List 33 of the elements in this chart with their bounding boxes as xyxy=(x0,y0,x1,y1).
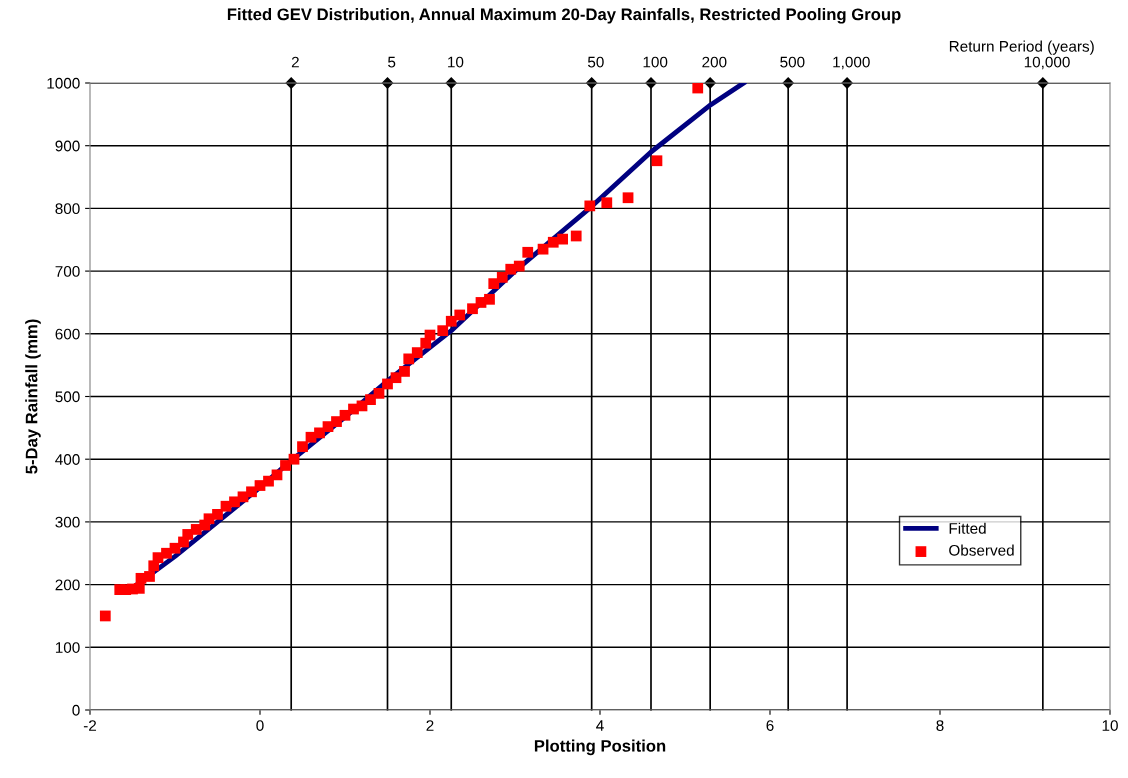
x-tick-label: 0 xyxy=(256,720,264,731)
y-tick-label: 900 xyxy=(55,140,80,152)
y-tick-label: 100 xyxy=(55,642,80,653)
y-tick-label: 200 xyxy=(55,579,80,591)
annotation: 200 xyxy=(702,56,727,68)
y-tick-label: 400 xyxy=(55,454,80,465)
x-tick-label: -2 xyxy=(83,720,97,731)
y-axis-title: 5-Day Rainfall (mm) xyxy=(25,319,41,474)
x-tick-label: 8 xyxy=(936,720,944,731)
x-tick-label: 10 xyxy=(1102,720,1118,731)
x-tick-label: 6 xyxy=(766,720,774,731)
annotation: 5 xyxy=(388,56,396,68)
annotation: 500 xyxy=(780,56,805,68)
annotation: 2 xyxy=(291,56,299,68)
legend-label: Fitted xyxy=(949,522,986,534)
y-tick-label: 800 xyxy=(55,203,80,215)
legend-label: Observed xyxy=(949,544,1014,556)
x-tick-label: 2 xyxy=(426,720,434,731)
y-tick-label: 0 xyxy=(72,704,80,716)
y-tick-label: 700 xyxy=(55,265,80,277)
x-tick-label: 4 xyxy=(596,720,604,731)
annotation: 10,000 xyxy=(1024,56,1070,70)
y-tick-label: 1000 xyxy=(47,77,80,89)
annotation: 10 xyxy=(448,56,464,68)
annotation: 1,000 xyxy=(833,56,870,70)
y-tick-label: 600 xyxy=(55,328,80,340)
annotation: 100 xyxy=(643,56,668,68)
x-axis-title: Plotting Position xyxy=(534,739,666,756)
text: Return Period (years) xyxy=(949,40,1094,55)
chart-title: Fitted GEV Distribution, Annual Maximum 20-Day Rainfalls, Restricted Pooling Group xyxy=(227,8,901,24)
y-tick-label: 300 xyxy=(55,516,80,528)
y-tick-label: 500 xyxy=(55,391,80,403)
annotation: 50 xyxy=(587,56,604,68)
